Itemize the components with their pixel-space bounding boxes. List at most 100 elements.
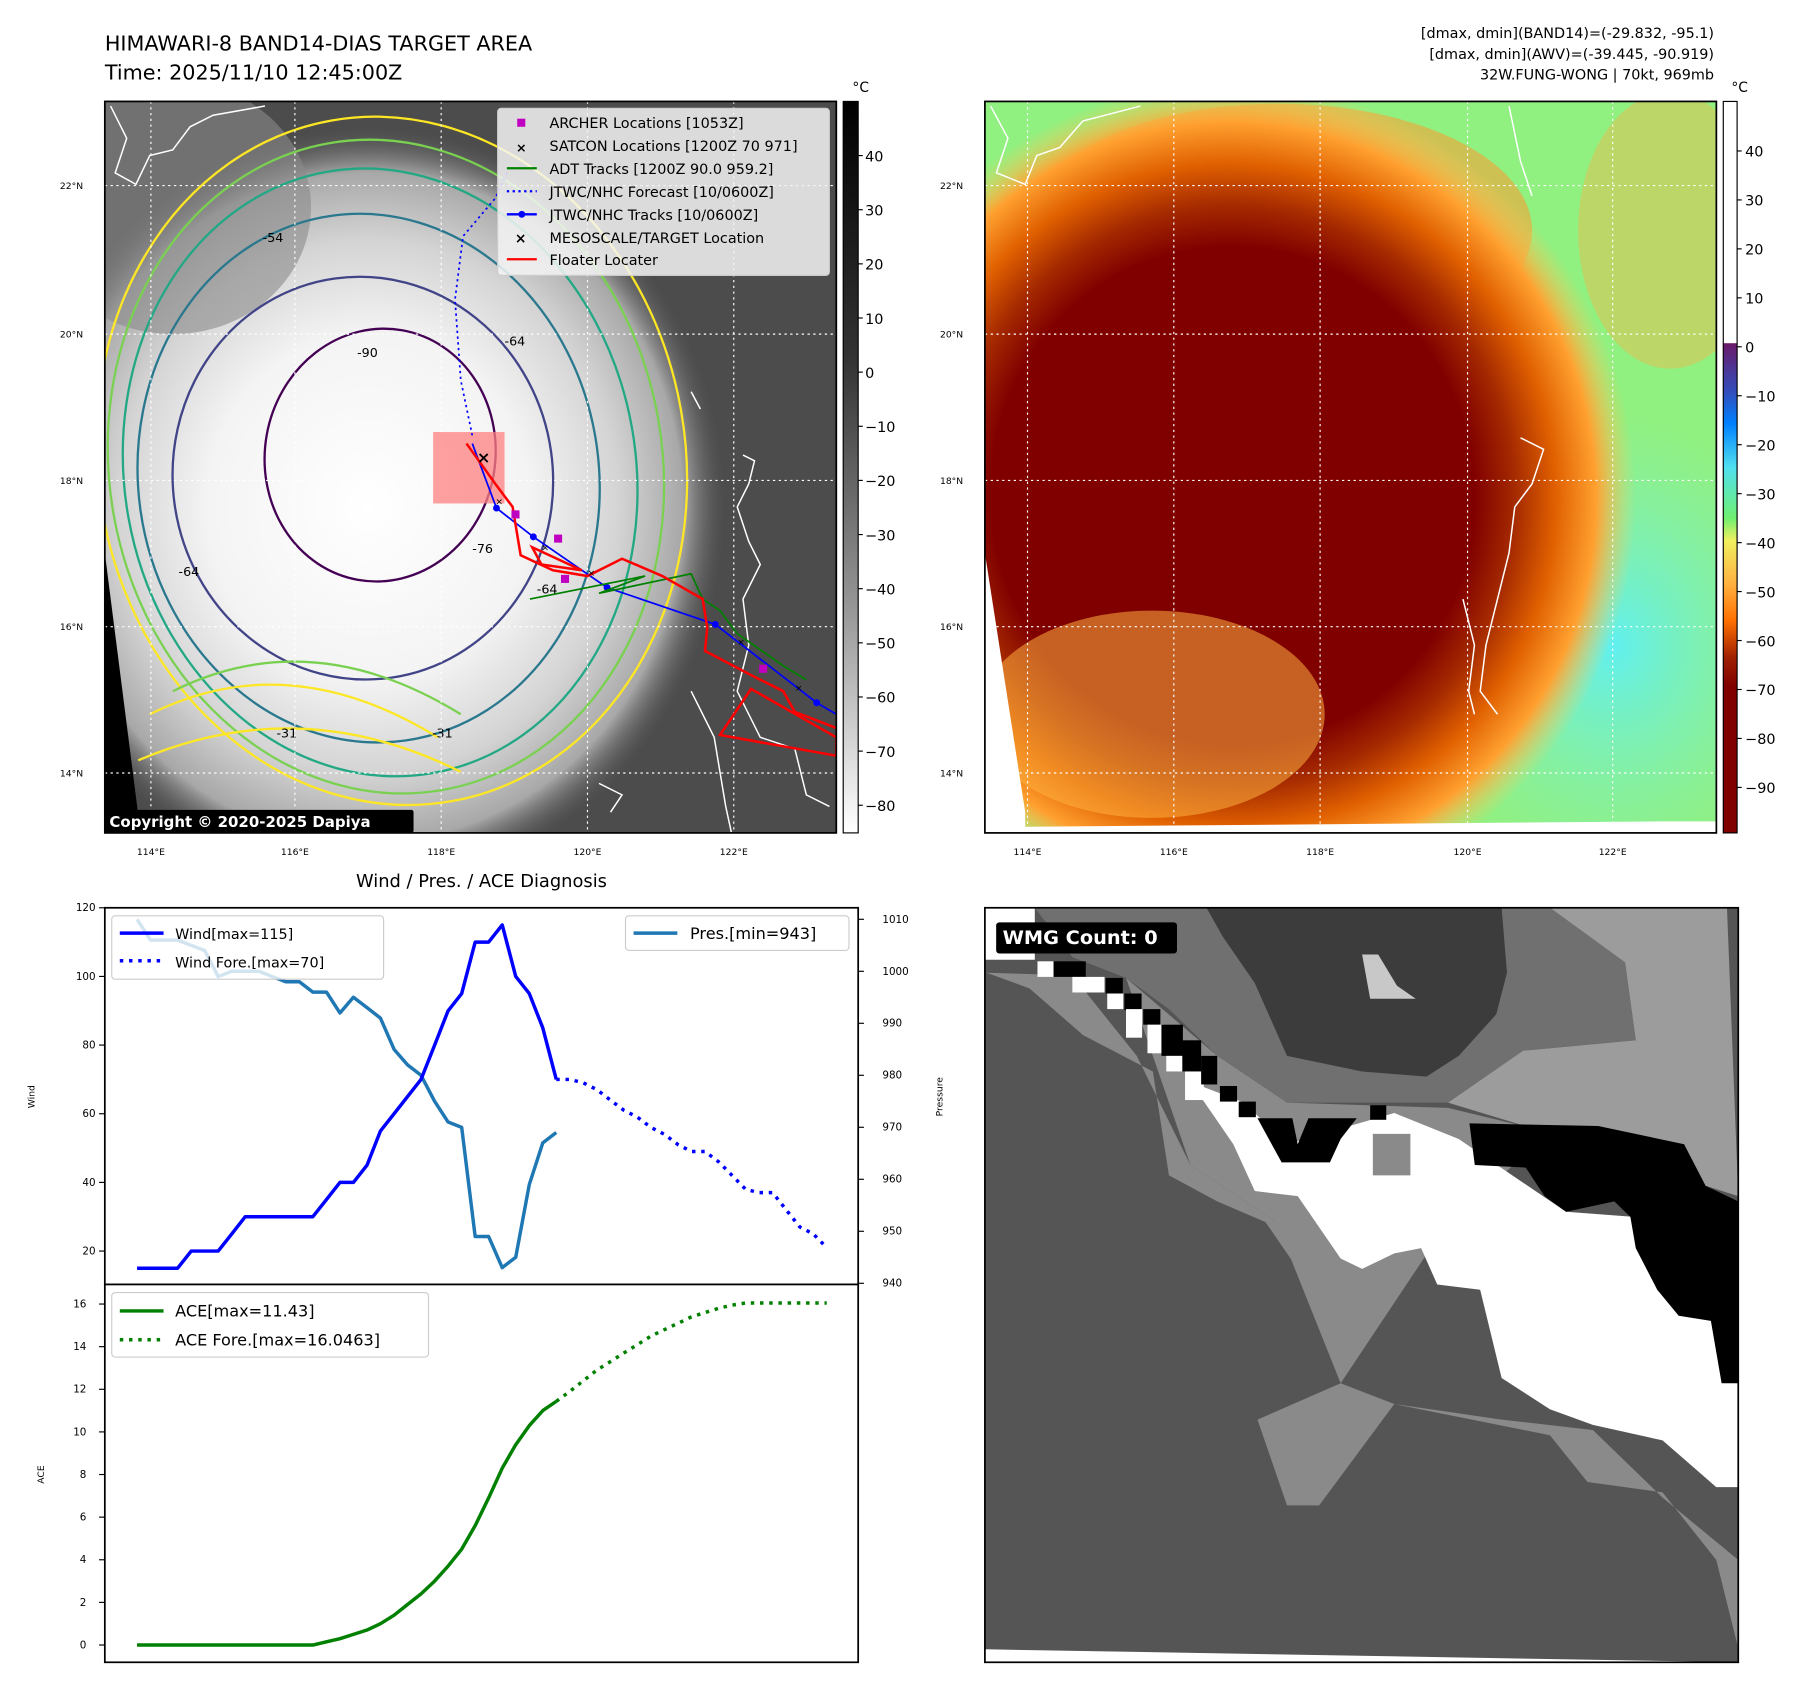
- svg-text:JTWC/NHC Tracks [10/0600Z]: JTWC/NHC Tracks [10/0600Z]: [548, 208, 758, 224]
- svg-text:14°N: 14°N: [940, 768, 963, 779]
- left-map-lon-ticks: 114°E 116°E 118°E 120°E 122°E: [137, 847, 748, 858]
- pressure-axis-label: Pressure: [934, 1077, 945, 1117]
- wind-legend: Wind[max=115] Wind Fore.[max=70]: [111, 915, 385, 980]
- svg-text:MESOSCALE/TARGET Location: MESOSCALE/TARGET Location: [549, 231, 764, 247]
- band14-enhanced-map: [984, 101, 1717, 833]
- coastlines-right: [989, 105, 1545, 715]
- wind-axis-label: Wind: [27, 1085, 38, 1108]
- colorbar-tick-label: −50: [865, 637, 895, 653]
- svg-text:[dmax, dmin](AWV)=(-39.445, -9: [dmax, dmin](AWV)=(-39.445, -90.919): [1429, 47, 1714, 63]
- svg-text:118°E: 118°E: [1306, 847, 1334, 858]
- svg-text:114°E: 114°E: [1014, 847, 1042, 858]
- colorbar-tick-label: 20: [1745, 243, 1763, 259]
- colorbar-tick-label: 40: [865, 149, 883, 165]
- svg-text:-31: -31: [432, 725, 453, 740]
- colorbar-tick-label: −50: [1745, 585, 1775, 601]
- svg-text:16°N: 16°N: [940, 622, 963, 633]
- colorbar-tick-label: −80: [1745, 732, 1775, 748]
- svg-text:×: ×: [587, 568, 595, 579]
- colorbar-tick-label: 30: [1745, 194, 1763, 210]
- map-legend: × × ARCHER Locations [1053Z] SATCON Loca…: [497, 107, 830, 276]
- wind-tick-label: 60: [82, 1108, 95, 1120]
- svg-text:-31: -31: [276, 725, 297, 740]
- wind-tick-label: 40: [82, 1177, 95, 1189]
- colorbar-unit-right: °C: [1731, 80, 1748, 96]
- svg-text:×: ×: [495, 497, 503, 508]
- colorbar-tick-label: −60: [865, 691, 895, 707]
- svg-text:Wind[max=115]: Wind[max=115]: [175, 927, 293, 943]
- colorbar-tick-label: −90: [1745, 781, 1775, 797]
- copyright-label: Copyright © 2020-2025 Dapiya: [109, 813, 370, 831]
- wind-tick-label: 120: [76, 902, 96, 914]
- wind-tick-label: 20: [82, 1246, 95, 1258]
- svg-text:ACE[max=11.43]: ACE[max=11.43]: [175, 1302, 314, 1321]
- floater-locater-track: [465, 442, 837, 730]
- wind-tick-label: 100: [76, 971, 96, 983]
- pressure-tick-label: 970: [882, 1122, 902, 1134]
- ace-tick-label: 2: [80, 1597, 87, 1609]
- colorbar-tick-label: −40: [865, 582, 895, 598]
- svg-text:SATCON Locations [1200Z 70 971: SATCON Locations [1200Z 70 971]: [549, 139, 797, 155]
- ace-tick-label: 0: [80, 1639, 87, 1651]
- svg-text:20°N: 20°N: [60, 330, 83, 341]
- grayscale-colorbar: [842, 100, 859, 834]
- svg-text:-64: -64: [179, 564, 200, 579]
- colorbar-tick-label: −20: [1745, 438, 1775, 454]
- svg-text:22°N: 22°N: [940, 181, 963, 192]
- svg-text:114°E: 114°E: [137, 847, 165, 858]
- mesoscale-target-box: [433, 432, 505, 504]
- wmg-classification-map: WMG Count: 0: [984, 907, 1739, 1663]
- colorbar-tick-label: 20: [865, 258, 883, 274]
- colorbar-tick-label: −10: [1745, 390, 1775, 406]
- colorbar-tick-label: −70: [865, 745, 895, 761]
- colorbar-tick-label: 30: [865, 203, 883, 219]
- svg-text:122°E: 122°E: [1599, 847, 1627, 858]
- svg-text:116°E: 116°E: [1160, 847, 1188, 858]
- ace-tick-label: 6: [80, 1512, 87, 1524]
- svg-text:14°N: 14°N: [60, 768, 83, 779]
- svg-text:120°E: 120°E: [1454, 847, 1482, 858]
- colorbar-tick-label: 10: [1745, 292, 1763, 308]
- colorbar-unit: °C: [852, 80, 869, 96]
- ace-axis-label: ACE: [36, 1465, 47, 1484]
- ace-tick-label: 12: [73, 1384, 86, 1396]
- band14-ir-map: -54 -64 -76 -90 -64 -31 -31 -64: [104, 101, 837, 833]
- pressure-tick-label: 950: [882, 1226, 902, 1238]
- svg-text:16°N: 16°N: [60, 622, 83, 633]
- map-time: Time: 2025/11/10 12:45:00Z: [104, 61, 403, 85]
- svg-text:-54: -54: [263, 230, 284, 245]
- map-frame: [103, 100, 838, 834]
- svg-text:ADT Tracks [1200Z 90.0 959.2]: ADT Tracks [1200Z 90.0 959.2]: [549, 162, 773, 178]
- svg-text:122°E: 122°E: [720, 847, 748, 858]
- colorbar-tick-label: 0: [865, 366, 874, 382]
- color-colorbar: [1722, 100, 1738, 834]
- left-colorbar-ticks: 40 30 20 10 0 −10 −20 −30 −40 −50 −60 −70 −80: [858, 149, 895, 815]
- svg-text:Pres.[min=943]: Pres.[min=943]: [690, 924, 816, 943]
- coastlines: [109, 105, 830, 833]
- svg-text:Wind Fore.[max=70]: Wind Fore.[max=70]: [175, 956, 324, 972]
- svg-text:116°E: 116°E: [281, 847, 309, 858]
- right-map-lat-ticks: 22°N 20°N 18°N 16°N 14°N: [940, 181, 963, 779]
- colorbar-tick-label: 40: [1745, 145, 1763, 161]
- svg-text:×: ×: [541, 543, 549, 554]
- contour-labels: -54 -64 -76 -90 -64 -31 -31 -64: [179, 230, 558, 740]
- wind-tick-label: 80: [82, 1040, 95, 1052]
- svg-text:×: ×: [795, 683, 803, 694]
- svg-text:-90: -90: [357, 345, 378, 360]
- pressure-legend: Pres.[min=943]: [624, 915, 850, 951]
- ace-tick-label: 4: [80, 1554, 87, 1566]
- left-map-lat-ticks: 22°N 20°N 18°N 16°N 14°N: [60, 181, 83, 779]
- pressure-tick-label: 980: [882, 1070, 902, 1082]
- pressure-tick-label: 940: [882, 1278, 902, 1290]
- colorbar-tick-label: −30: [1745, 487, 1775, 503]
- svg-text:ARCHER Locations [1053Z]: ARCHER Locations [1053Z]: [549, 116, 743, 132]
- wmg-diagonal-edge: [1037, 961, 1256, 1118]
- colorbar-tick-label: −70: [1745, 683, 1775, 699]
- wmg-count-label: WMG Count: 0: [1003, 927, 1158, 949]
- archer-locations: [511, 510, 768, 673]
- svg-text:ACE Fore.[max=16.0463]: ACE Fore.[max=16.0463]: [175, 1331, 380, 1350]
- legend-satcon-icon: ×: [516, 140, 527, 155]
- ace-legend: ACE[max=11.43] ACE Fore.[max=16.0463]: [111, 1291, 430, 1358]
- colorbar-tick-label: −80: [865, 799, 895, 815]
